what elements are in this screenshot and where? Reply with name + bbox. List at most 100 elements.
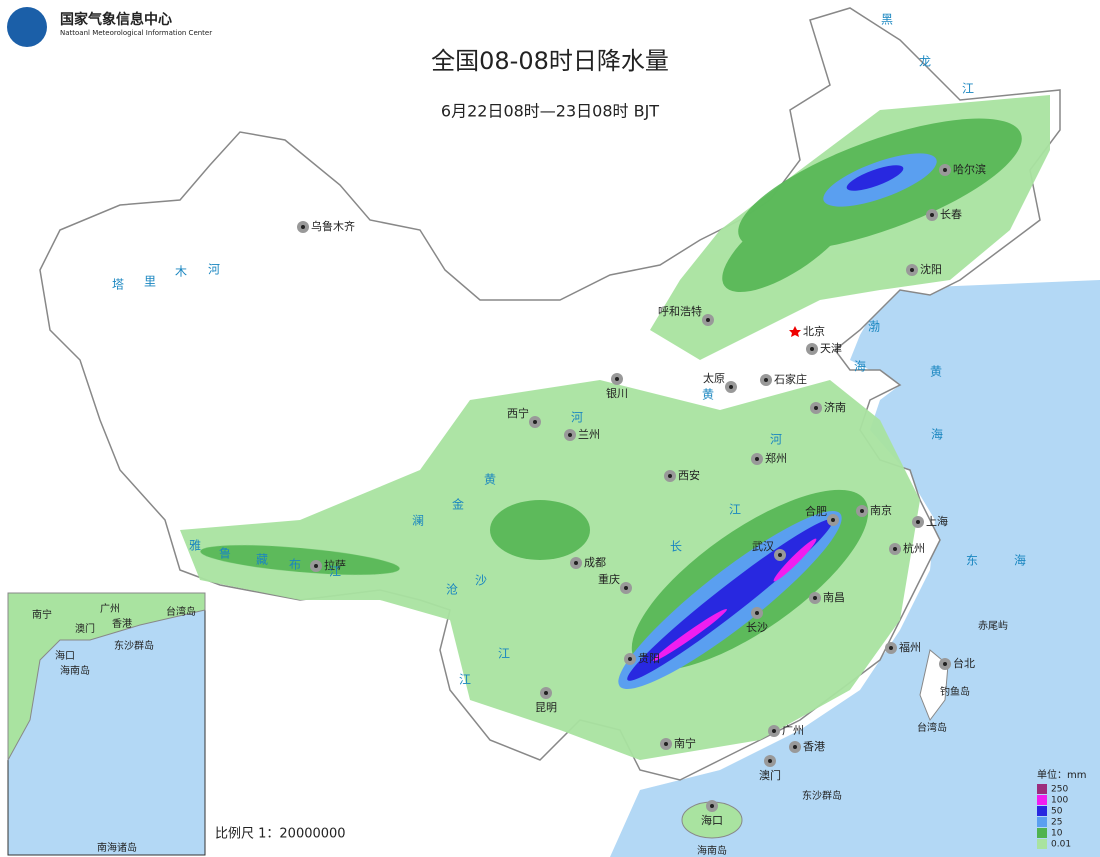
- city-dot-center: [860, 509, 864, 513]
- water-label: 雅: [189, 538, 201, 553]
- water-label: 江: [498, 647, 510, 661]
- legend-swatch: [1037, 828, 1047, 838]
- city-dot-center: [814, 406, 818, 410]
- city-dot-center: [764, 378, 768, 382]
- city-label: 北京: [803, 324, 825, 338]
- city-label: 哈尔滨: [953, 162, 986, 176]
- place-label: 台湾岛: [917, 721, 947, 734]
- city-label: 昆明: [535, 701, 557, 714]
- city-dot-center: [706, 318, 710, 322]
- city-dot-center: [628, 657, 632, 661]
- city-dot-center: [930, 213, 934, 217]
- legend-swatch: [1037, 839, 1047, 849]
- city-label: 香港: [803, 740, 825, 753]
- city-dot-center: [729, 385, 733, 389]
- inset-label: 南海诸岛: [97, 841, 137, 854]
- inset-label: 香港: [112, 618, 132, 630]
- city-label: 贵阳: [638, 652, 660, 665]
- city-label: 兰州: [578, 428, 600, 441]
- legend-swatch: [1037, 795, 1047, 805]
- inset-label: 广州: [100, 603, 120, 615]
- city-label: 济南: [824, 400, 846, 414]
- org-name: 国家气象信息中心: [60, 11, 172, 28]
- city-label: 合肥: [805, 504, 827, 518]
- inset-label: 澳门: [75, 622, 95, 635]
- city-dot-center: [664, 742, 668, 746]
- legend-label: 250: [1051, 785, 1068, 795]
- city-dot-center: [916, 520, 920, 524]
- water-label: 河: [571, 411, 583, 425]
- water-label: 东: [966, 554, 978, 568]
- city-label: 长春: [940, 208, 962, 221]
- city-dot-center: [710, 804, 714, 808]
- scale: 比例尺 1：20000000: [215, 827, 346, 842]
- logo: [7, 7, 47, 47]
- city-label: 海口: [701, 813, 723, 827]
- water-label: 长: [670, 540, 682, 554]
- city-dot-center: [544, 691, 548, 695]
- legend-swatch: [1037, 806, 1047, 816]
- legend-swatch: [1037, 817, 1047, 827]
- water-label: 沙: [475, 574, 487, 588]
- water-label: 沧: [446, 582, 458, 597]
- city-dot-center: [574, 561, 578, 565]
- city-dot-center: [668, 474, 672, 478]
- city-label: 广州: [782, 724, 804, 737]
- city-label: 天津: [820, 342, 842, 355]
- water-label: 海: [1014, 553, 1026, 568]
- legend-label: 0.01: [1051, 840, 1071, 850]
- city-label: 乌鲁木齐: [311, 219, 355, 233]
- place-label: 钓鱼岛: [940, 685, 970, 698]
- water-label: 黄: [930, 365, 942, 379]
- city-label: 澳门: [759, 768, 781, 782]
- city-dot-center: [943, 662, 947, 666]
- city-dot-center: [943, 168, 947, 172]
- map-title: 全国08-08时日降水量: [431, 47, 669, 75]
- water-label: 澜: [412, 514, 424, 528]
- rain-extreme: [653, 538, 817, 662]
- city-label: 重庆: [598, 572, 620, 586]
- city-dot-center: [568, 433, 572, 437]
- legend-label: 100: [1051, 796, 1068, 806]
- city-label: 银川: [606, 386, 628, 400]
- city-label: 福州: [899, 640, 921, 654]
- capital-star: [789, 326, 801, 337]
- city-dot-center: [893, 547, 897, 551]
- city-label: 成都: [584, 556, 606, 569]
- city-dot-center: [755, 457, 759, 461]
- city-label: 呼和浩特: [658, 304, 702, 318]
- place-label: 赤尾屿: [978, 620, 1008, 632]
- water-label: 黄: [702, 388, 714, 402]
- water-label: 河: [208, 263, 220, 277]
- water-label: 龙: [919, 55, 931, 69]
- map-subtitle: 6月22日08时—23日08时 BJT: [441, 102, 659, 121]
- water-label: 藏: [256, 553, 268, 567]
- city-dot-center: [624, 586, 628, 590]
- water-label: 鲁: [219, 547, 231, 561]
- city-label: 太原: [703, 372, 725, 385]
- sea: [610, 280, 1100, 857]
- water-label: 布: [289, 558, 301, 572]
- water-label: 河: [770, 433, 782, 447]
- org-name-en: Nattoanl Meteorological Information Cent…: [60, 29, 212, 37]
- city-dot-center: [615, 377, 619, 381]
- city-dot-center: [301, 225, 305, 229]
- city-label: 长沙: [746, 621, 768, 634]
- inset-label: 海口: [55, 649, 75, 662]
- water-label: 塔: [112, 278, 124, 292]
- city-label: 台北: [953, 656, 975, 670]
- city-dot-center: [772, 729, 776, 733]
- water-label: 江: [329, 565, 341, 579]
- city-label: 拉萨: [324, 558, 346, 572]
- water-label: 金: [452, 497, 464, 512]
- city-label: 武汉: [752, 540, 774, 553]
- city-dot-center: [778, 553, 782, 557]
- water-label: 海: [931, 427, 943, 442]
- city-label: 上海: [926, 514, 948, 528]
- water-label: 黄: [484, 473, 496, 487]
- city-dot-center: [768, 759, 772, 763]
- city-dot-center: [755, 611, 759, 615]
- city-dot-center: [910, 268, 914, 272]
- city-dot-center: [533, 420, 537, 424]
